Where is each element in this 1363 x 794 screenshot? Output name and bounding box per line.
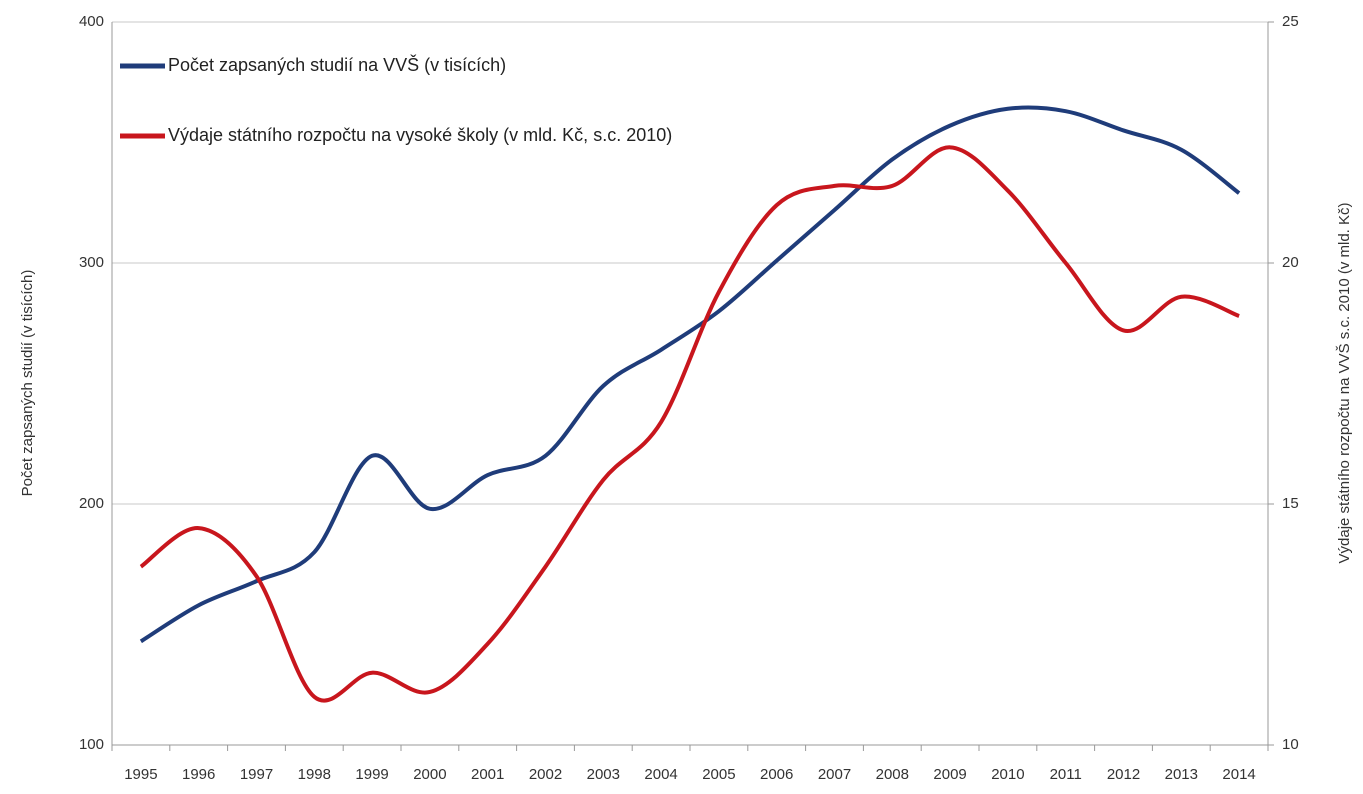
series-line — [139, 145, 1240, 703]
x-tick-label: 2000 — [413, 766, 446, 783]
x-tick-label: 2002 — [529, 766, 562, 783]
x-tick-label: 2005 — [702, 766, 735, 783]
y-tick-label: 400 — [79, 13, 104, 30]
x-tick-label: 2010 — [991, 766, 1024, 783]
x-tick-label: 1995 — [124, 766, 157, 783]
y2-tick-label: 10 — [1282, 736, 1299, 753]
x-tick-label: 2006 — [760, 766, 793, 783]
legend: Počet zapsaných studií na VVŠ (v tisícíc… — [120, 54, 672, 145]
y2-axis-label: Výdaje státního rozpočtu na VVŠ s.c. 201… — [1336, 202, 1353, 563]
x-tick-label: 1999 — [355, 766, 388, 783]
y-axis-label: Počet zapsaných studií (v tisících) — [19, 270, 36, 497]
legend-label: Výdaje státního rozpočtu na vysoké školy… — [168, 125, 672, 145]
x-tick-label: 2003 — [587, 766, 620, 783]
x-tick-label: 2013 — [1165, 766, 1198, 783]
y-tick-label: 300 — [79, 254, 104, 271]
y-tick-label: 200 — [79, 495, 104, 512]
x-tick-label: 1998 — [298, 766, 331, 783]
y-tick-label: 100 — [79, 736, 104, 753]
x-tick-label: 2012 — [1107, 766, 1140, 783]
y2-tick-label: 20 — [1282, 254, 1299, 271]
x-tick-label: 1996 — [182, 766, 215, 783]
x-tick-label: 2007 — [818, 766, 851, 783]
y2-tick-label: 25 — [1282, 13, 1299, 30]
y2-tick-label: 15 — [1282, 495, 1299, 512]
x-tick-label: 2001 — [471, 766, 504, 783]
x-tick-label: 2008 — [876, 766, 909, 783]
x-tick-label: 2014 — [1222, 766, 1255, 783]
legend-label: Počet zapsaných studií na VVŠ (v tisícíc… — [168, 54, 506, 75]
series-line — [139, 105, 1241, 644]
x-tick-label: 2004 — [644, 766, 677, 783]
x-tick-label: 1997 — [240, 766, 273, 783]
x-tick-label: 2011 — [1050, 766, 1082, 783]
x-tick-label: 2009 — [933, 766, 966, 783]
